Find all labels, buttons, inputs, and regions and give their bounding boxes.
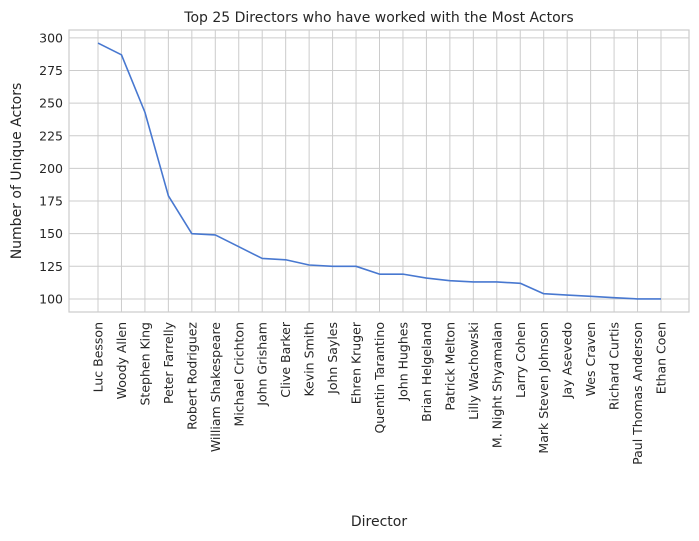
x-tick-label: M. Night Shyamalan [489,322,504,448]
x-tick-label: Brian Helgeland [419,322,434,422]
x-tick-label: Stephen King [137,322,152,406]
y-tick-label: 300 [39,30,63,45]
x-tick-label: Wes Craven [583,322,598,396]
x-tick-label: Ehren Kruger [349,321,364,404]
x-tick-label: Paul Thomas Anderson [630,322,645,465]
y-tick-label: 150 [39,226,63,241]
x-tick-label: John Grisham [255,322,270,407]
y-tick-labels: 100 125 150 175 200 225 250 275 300 [39,30,63,306]
y-axis-title: Number of Unique Actors [9,83,25,260]
y-tick-label: 200 [39,161,63,176]
x-axis-title: Director [351,514,407,530]
x-tick-label: Clive Barker [278,321,293,398]
x-tick-label: Luc Besson [91,322,106,392]
x-tick-label: Richard Curtis [607,322,622,410]
x-tick-label: Peter Farrelly [161,321,176,404]
x-tick-label: Lilly Wachowski [466,322,481,420]
x-tick-label: William Shakespeare [208,322,223,452]
plot-frame [68,29,690,313]
y-tick-label: 275 [39,63,63,78]
x-tick-label: Ethan Coen [654,322,669,394]
y-tick-label: 100 [39,291,63,306]
chart-title: Top 25 Directors who have worked with th… [183,10,573,26]
x-tick-label: John Hughes [395,322,410,402]
y-tick-label: 250 [39,96,63,111]
x-tick-label: Kevin Smith [302,322,317,396]
x-tick-label: Patrick Melton [442,322,457,411]
x-tick-label: Jay Asevedo [560,322,575,399]
grid-lines [69,30,689,312]
x-tick-label: John Sayles [325,322,340,395]
series-line [97,42,661,300]
x-tick-label: Larry Cohen [513,322,528,398]
x-tick-labels: Luc Besson Woody Allen Stephen King Peter F… [91,321,669,465]
y-tick-label: 125 [39,259,63,274]
y-tick-label: 225 [39,128,63,143]
y-tick-label: 175 [39,194,63,209]
x-tick-label: Quentin Tarantino [372,322,387,434]
x-tick-label: Mark Steven Johnson [536,322,551,454]
x-tick-label: Robert Rodriguez [184,322,199,430]
x-tick-label: Michael Crichton [231,322,246,426]
x-tick-label: Woody Allen [114,322,129,399]
